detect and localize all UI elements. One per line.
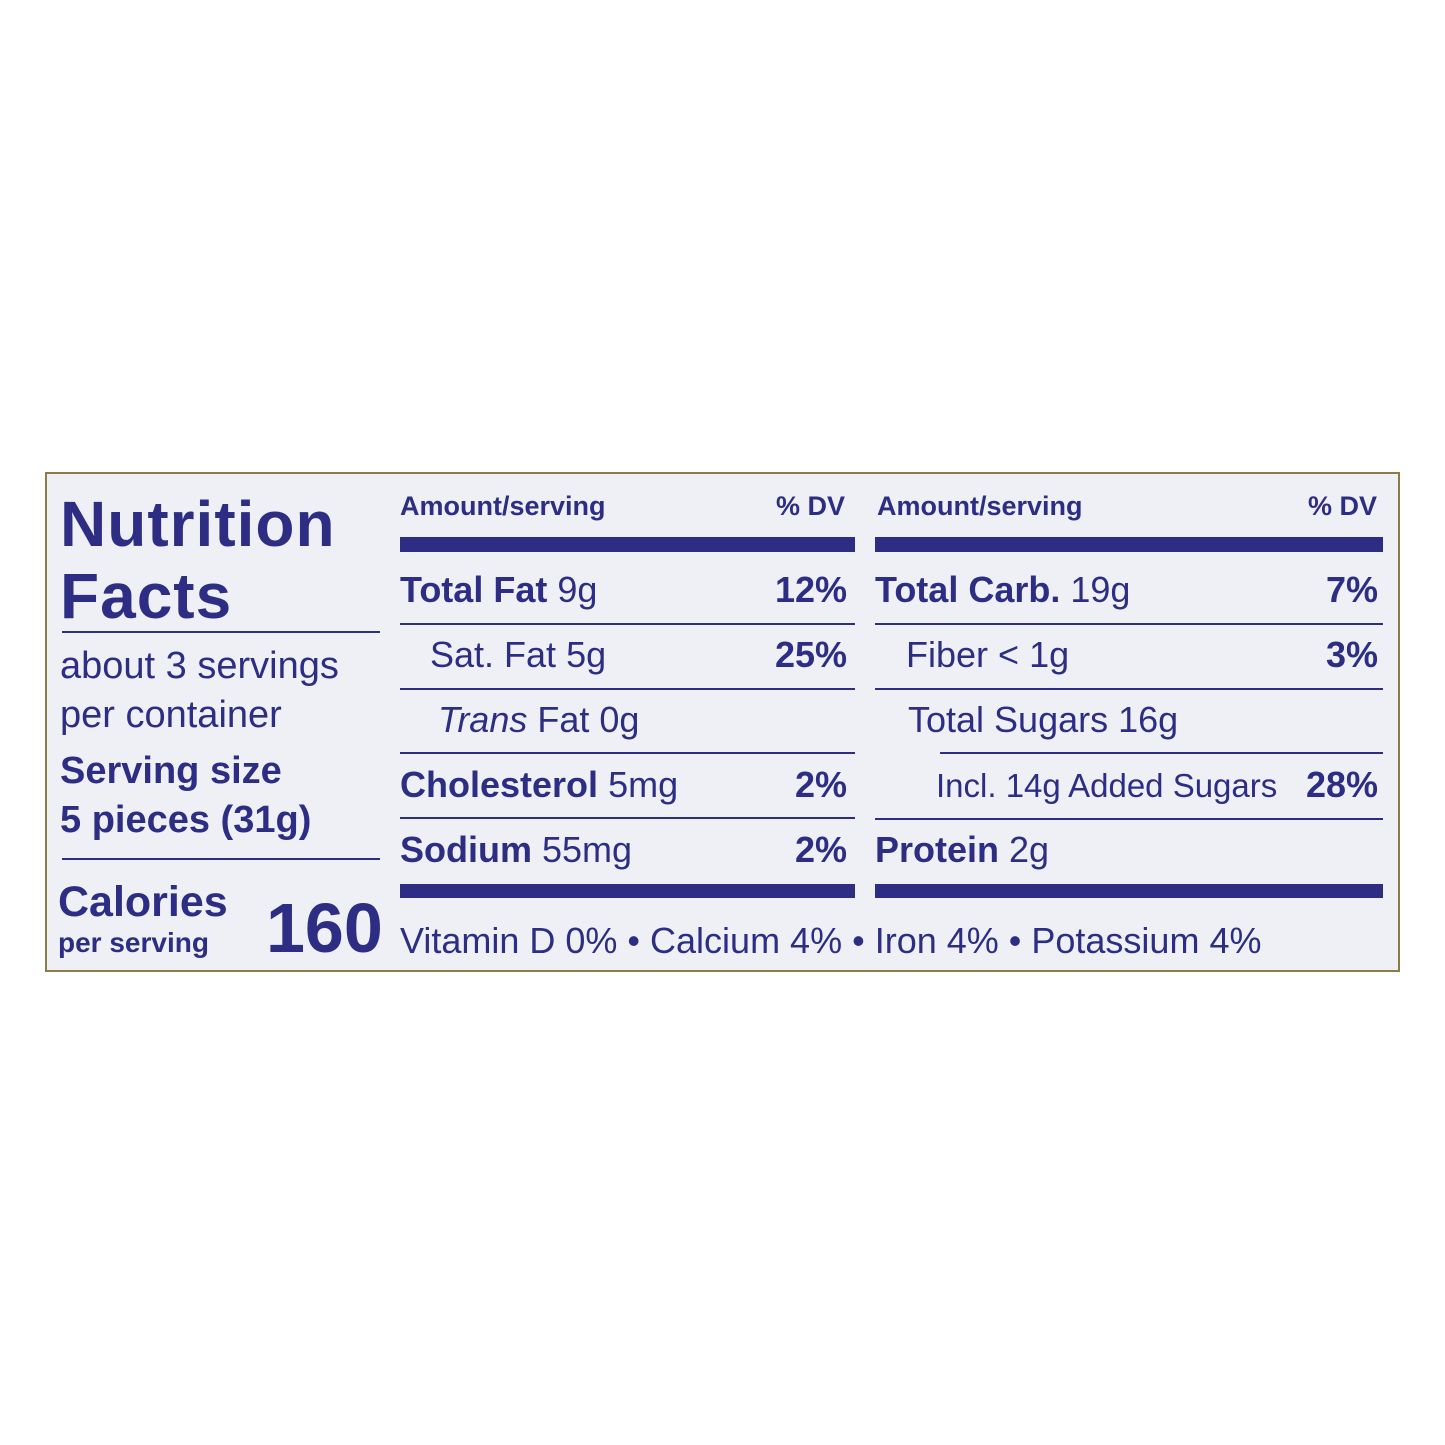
amount: Fat 0g bbox=[537, 699, 640, 740]
nutrient-row: Fiber < 1g 3% bbox=[906, 637, 1378, 673]
thick-rule bbox=[875, 884, 1383, 898]
nutrient: Fiber bbox=[906, 634, 989, 675]
serving-size-value: 5 pieces (31g) bbox=[60, 799, 312, 841]
nutrient-row: Sat. Fat 5g 25% bbox=[430, 637, 847, 673]
amount: < 1g bbox=[998, 634, 1070, 675]
footer: Vitamin D 0% • Calcium 4% • Iron 4% • Po… bbox=[400, 920, 1262, 961]
rule bbox=[940, 752, 1383, 754]
rule bbox=[875, 818, 1383, 820]
dv: 3% bbox=[1325, 634, 1378, 675]
nutrient: Total Carb. bbox=[875, 569, 1061, 610]
nutrient: Trans bbox=[438, 699, 528, 740]
nutrient: Protein bbox=[875, 829, 1000, 870]
nutrient: Total Sugars bbox=[908, 699, 1109, 740]
dv: 2% bbox=[794, 829, 847, 870]
amount: 19g bbox=[1070, 569, 1131, 610]
nutrient-row: Protein 2g bbox=[875, 832, 1378, 868]
thick-rule bbox=[875, 537, 1383, 552]
column-header: Amount/serving % DV bbox=[877, 493, 1377, 520]
rule bbox=[400, 817, 855, 819]
rule bbox=[62, 631, 380, 633]
amount: 55mg bbox=[542, 829, 633, 870]
nutrient: Sodium bbox=[400, 829, 532, 870]
thick-rule bbox=[400, 537, 855, 552]
servings: per container bbox=[60, 694, 282, 736]
serving-size-label: Serving size bbox=[60, 750, 282, 792]
calories-value: 160 bbox=[266, 889, 383, 967]
header-amount: Amount/serving bbox=[877, 491, 1083, 521]
rule bbox=[400, 623, 855, 625]
amount: 5g bbox=[566, 634, 607, 675]
nutrient-row: Trans Fat 0g bbox=[438, 702, 847, 738]
column-header: Amount/serving % DV bbox=[400, 493, 845, 520]
rule bbox=[400, 688, 855, 690]
nutrient-row: Total Fat 9g 12% bbox=[400, 572, 847, 608]
header-amount: Amount/serving bbox=[400, 491, 606, 521]
nutrient: Incl. 14g Added Sugars bbox=[936, 766, 1278, 804]
amount: 16g bbox=[1118, 699, 1179, 740]
nutrient: Total Fat bbox=[400, 569, 548, 610]
nutrient: Sat. Fat bbox=[430, 634, 557, 675]
dv: 28% bbox=[1305, 764, 1378, 805]
nutrient-row: Incl. 14g Added Sugars 28% bbox=[936, 767, 1378, 803]
rule bbox=[400, 752, 855, 754]
amount: 5mg bbox=[608, 764, 679, 805]
nutrient: Cholesterol bbox=[400, 764, 599, 805]
header-dv: % DV bbox=[775, 491, 845, 521]
dv: 7% bbox=[1325, 569, 1378, 610]
amount: 9g bbox=[557, 569, 598, 610]
title: Facts bbox=[60, 560, 233, 632]
dv: 2% bbox=[794, 764, 847, 805]
nutrient-row: Total Carb. 19g 7% bbox=[875, 572, 1378, 608]
title: Nutrition bbox=[60, 488, 336, 560]
amount: 2g bbox=[1009, 829, 1050, 870]
dv: 25% bbox=[774, 634, 847, 675]
calories-sublabel: per serving bbox=[58, 927, 209, 958]
rule bbox=[875, 688, 1383, 690]
rule bbox=[875, 623, 1383, 625]
nutrient-row: Sodium 55mg 2% bbox=[400, 832, 847, 868]
nutrient-row: Total Sugars 16g bbox=[908, 702, 1378, 738]
header-dv: % DV bbox=[1307, 491, 1377, 521]
dv: 12% bbox=[774, 569, 847, 610]
thick-rule bbox=[400, 884, 855, 898]
servings: about 3 servings bbox=[60, 645, 339, 687]
rule bbox=[62, 858, 380, 860]
calories-label: Calories bbox=[58, 878, 228, 926]
nutrient-row: Cholesterol 5mg 2% bbox=[400, 767, 847, 803]
